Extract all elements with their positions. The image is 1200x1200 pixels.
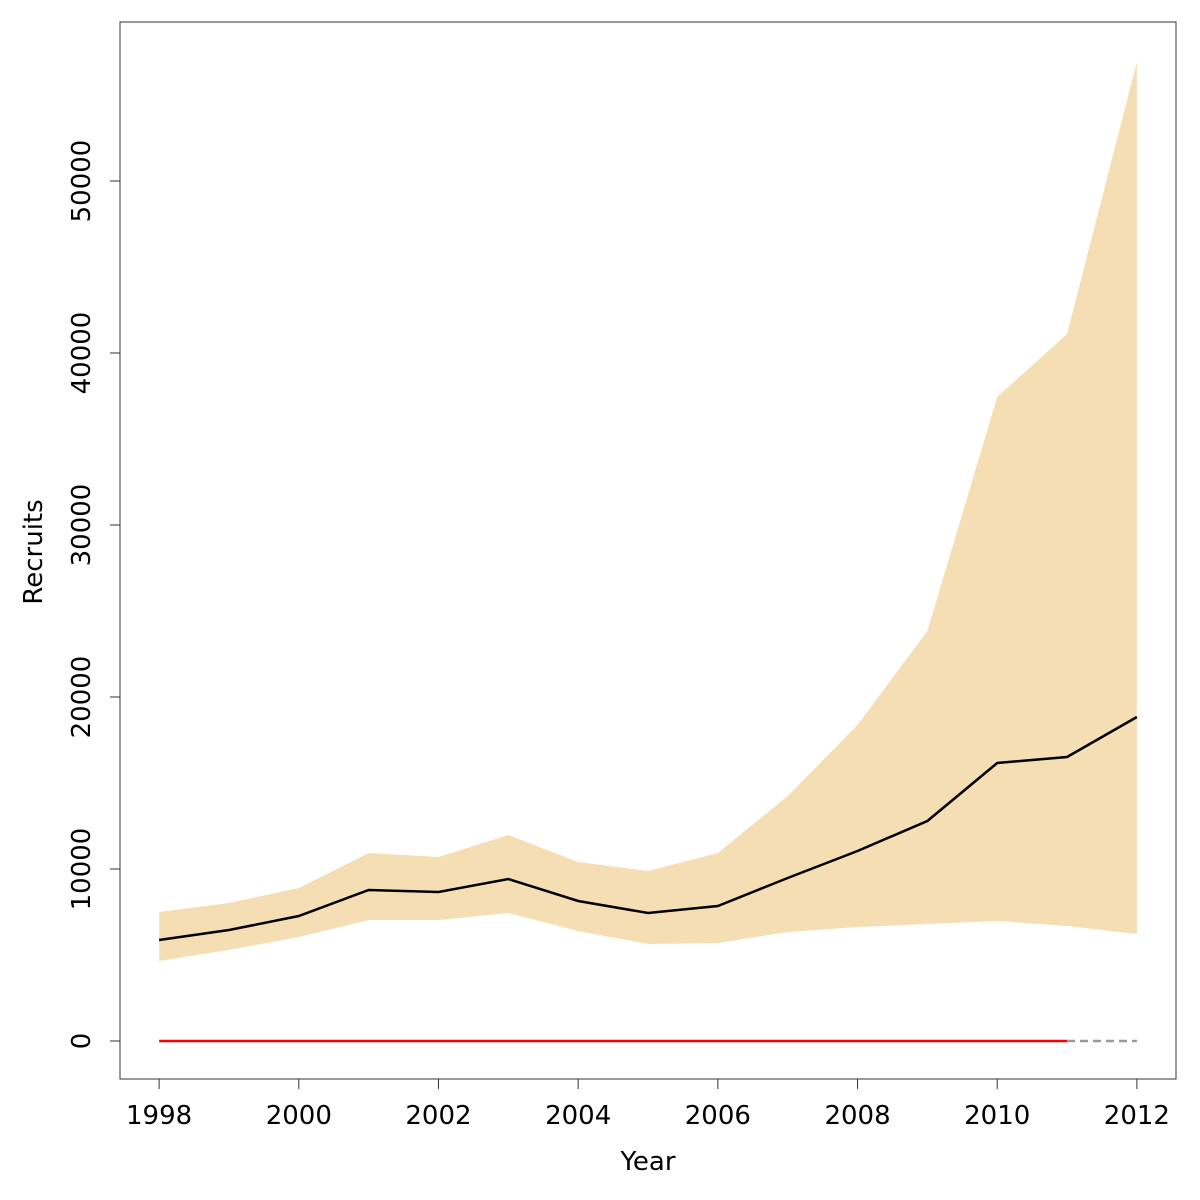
x-tick-label: 2000 — [266, 1101, 332, 1131]
x-tick-label: 2006 — [685, 1101, 751, 1131]
y-tick-label: 30000 — [67, 484, 97, 567]
y-tick-label: 20000 — [67, 656, 97, 739]
y-tick-label: 10000 — [67, 828, 97, 911]
series-line — [158, 715, 1138, 942]
y-tick-label: 40000 — [67, 312, 97, 395]
x-tick-label: 2008 — [824, 1101, 890, 1131]
x-tick-label: 2004 — [545, 1101, 611, 1131]
confidence-band — [159, 61, 1137, 962]
x-tick-label: 2012 — [1104, 1101, 1170, 1131]
x-axis-label: Year — [619, 1147, 675, 1177]
x-tick-label: 2010 — [964, 1101, 1030, 1131]
y-axis-label: Recruits — [19, 499, 49, 604]
x-tick-label: 2002 — [405, 1101, 471, 1131]
y-tick-label: 50000 — [67, 140, 97, 223]
y-tick-label: 0 — [67, 1033, 97, 1050]
x-tick-label: 1998 — [126, 1101, 192, 1131]
